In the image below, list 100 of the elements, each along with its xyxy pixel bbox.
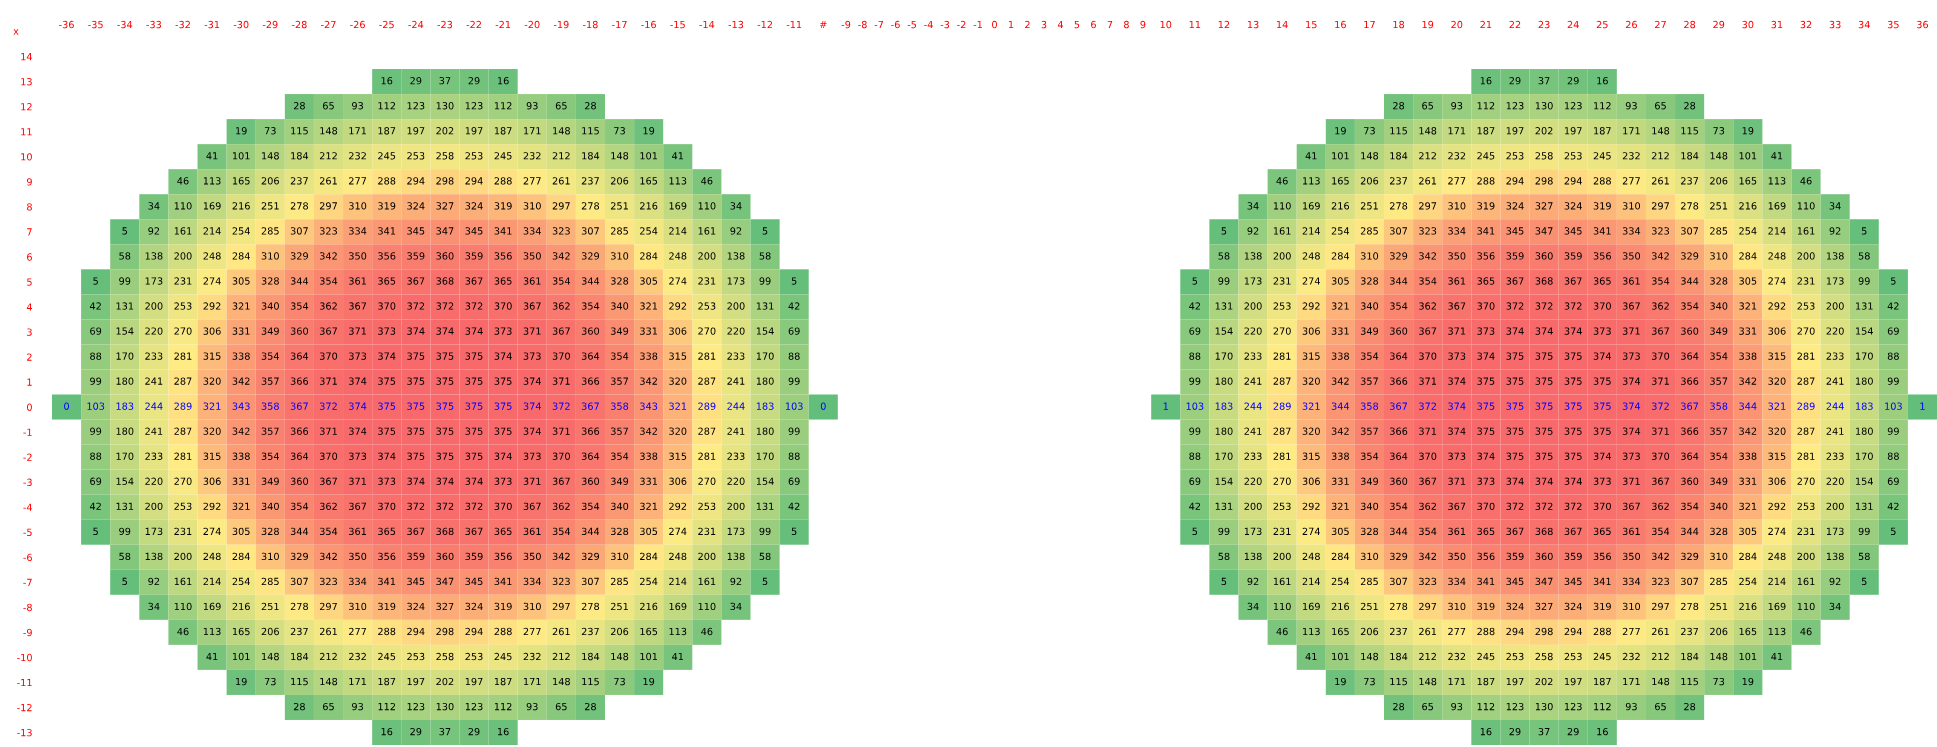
data-label: 360 <box>581 477 600 485</box>
data-label: 362 <box>1419 302 1436 310</box>
data-label: 319 <box>1593 202 1611 210</box>
data-label: 16 <box>381 727 393 736</box>
data-label: 183 <box>1215 402 1233 410</box>
data-label: 16 <box>1597 77 1608 85</box>
data-label: 375 <box>1506 402 1524 410</box>
data-label: 261 <box>319 177 337 185</box>
data-label: 214 <box>203 577 221 585</box>
data-label: 253 <box>698 502 716 510</box>
data-label: 329 <box>1390 552 1408 561</box>
data-label: 375 <box>1506 427 1524 435</box>
data-label: 161 <box>1273 227 1291 235</box>
data-label: 367 <box>1564 527 1582 536</box>
data-label: 305 <box>1331 527 1349 536</box>
data-label: 338 <box>1331 452 1349 460</box>
data-label: 319 <box>1593 602 1611 611</box>
data-label: 101 <box>1739 152 1757 160</box>
data-label: 356 <box>1593 252 1611 260</box>
data-label: 297 <box>552 202 570 210</box>
data-label: 138 <box>1826 252 1844 260</box>
data-label: 29 <box>1509 77 1521 85</box>
data-label: 321 <box>1739 502 1757 510</box>
data-label: 374 <box>1506 327 1524 335</box>
data-label: 270 <box>174 477 192 485</box>
data-label: 73 <box>614 127 625 135</box>
data-label: 34 <box>730 602 742 611</box>
data-label: 58 <box>1858 252 1870 260</box>
data-label: 34 <box>1247 602 1259 611</box>
data-label: 343 <box>232 402 250 410</box>
data-label: 354 <box>1651 277 1670 285</box>
data-label: 289 <box>1273 402 1291 410</box>
data-label: 350 <box>523 252 541 260</box>
y-tick-label: -6 <box>23 553 32 562</box>
data-label: 372 <box>465 502 483 510</box>
data-label: 321 <box>1302 402 1320 410</box>
y-tick-label: -5 <box>23 528 32 537</box>
data-label: 360 <box>1535 552 1553 561</box>
data-label: 69 <box>1189 477 1201 485</box>
data-label: 315 <box>669 452 687 460</box>
data-label: 170 <box>1215 352 1233 360</box>
data-label: 354 <box>319 277 338 285</box>
data-label: 357 <box>611 377 628 385</box>
data-label: 148 <box>1710 652 1728 661</box>
data-label: 344 <box>290 527 309 536</box>
data-label: 161 <box>698 227 716 235</box>
data-label: 284 <box>1739 252 1757 260</box>
y-tick-label: 1 <box>27 378 32 386</box>
data-label: 5 <box>1861 227 1867 235</box>
data-label: 169 <box>203 602 221 611</box>
data-label: 315 <box>1768 452 1786 460</box>
data-label: 372 <box>1506 302 1524 310</box>
data-label: 148 <box>553 127 570 135</box>
data-label: 254 <box>232 227 250 235</box>
data-label: 374 <box>1448 377 1466 385</box>
data-label: 200 <box>174 252 192 260</box>
data-label: 171 <box>524 678 541 686</box>
y-tick-label: -11 <box>17 679 32 687</box>
data-label: 171 <box>349 678 366 686</box>
data-label: 329 <box>581 252 600 260</box>
data-label: 261 <box>552 627 570 636</box>
x-tick-label: 30 <box>1742 20 1754 29</box>
data-label: 19 <box>1335 127 1346 135</box>
x-tick-label: 2 <box>1025 20 1030 29</box>
data-label: 373 <box>1477 327 1495 335</box>
data-label: 370 <box>494 502 512 510</box>
data-label: 180 <box>1215 427 1233 435</box>
data-label: 113 <box>203 627 221 636</box>
data-label: 328 <box>611 527 629 536</box>
data-label: 373 <box>1477 477 1495 485</box>
data-label: 131 <box>1215 302 1233 310</box>
data-label: 244 <box>1826 402 1844 410</box>
data-label: 334 <box>349 577 367 586</box>
data-label: 342 <box>1419 252 1436 260</box>
data-label: 187 <box>494 677 512 686</box>
data-label: 99 <box>90 427 102 435</box>
data-label: 154 <box>756 477 774 485</box>
data-label: 16 <box>1480 77 1492 85</box>
data-label: 251 <box>610 602 628 611</box>
data-label: 41 <box>672 152 684 160</box>
data-label: 103 <box>785 402 803 410</box>
data-label: 288 <box>1593 627 1611 636</box>
data-label: 310 <box>1448 202 1466 210</box>
data-label: 93 <box>1625 702 1637 711</box>
data-label: 180 <box>116 377 134 385</box>
data-label: 357 <box>261 377 279 385</box>
data-label: 101 <box>1332 652 1349 661</box>
data-label: 161 <box>174 227 192 235</box>
data-label: 274 <box>203 277 221 285</box>
data-label: 233 <box>1244 352 1262 360</box>
data-label: 232 <box>349 652 366 661</box>
data-label: 69 <box>1887 477 1899 485</box>
data-label: 258 <box>436 152 454 160</box>
data-label: 371 <box>552 377 570 385</box>
data-label: 366 <box>581 427 600 435</box>
data-label: 310 <box>1360 552 1379 561</box>
data-label: 356 <box>378 252 396 260</box>
data-label: 170 <box>756 452 774 460</box>
data-label: 292 <box>203 302 221 310</box>
data-label: 5 <box>791 277 797 285</box>
